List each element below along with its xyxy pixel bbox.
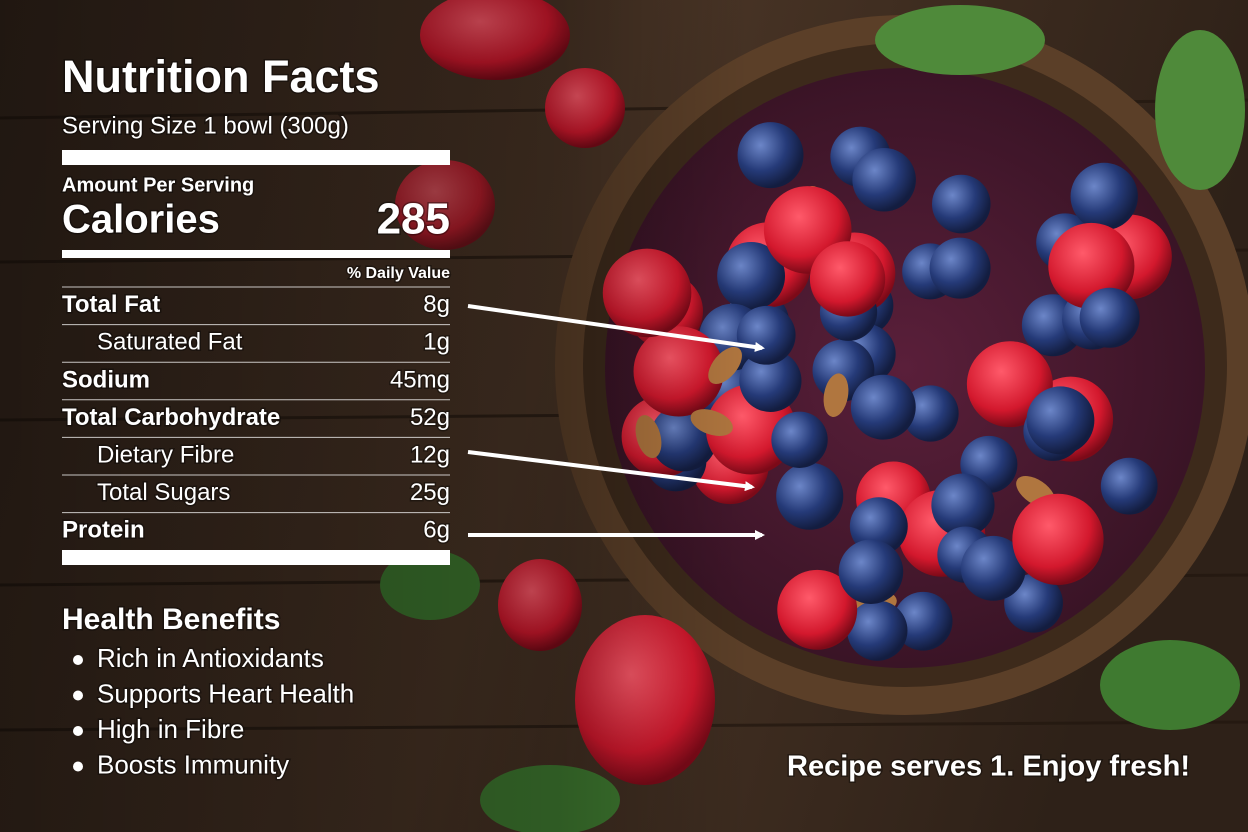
- bullet: [73, 690, 83, 701]
- nutrient-amount: 25g: [410, 479, 450, 506]
- nutrient-name: Total Sugars: [97, 479, 230, 506]
- nutrient-amount: 45mg: [390, 366, 450, 393]
- calories-value: 285: [377, 195, 450, 244]
- calories-label: Calories: [62, 198, 220, 242]
- benefit-item: Rich in Antioxidants: [97, 643, 324, 673]
- amount-per-serving: Amount Per Serving: [62, 174, 254, 196]
- nutrient-name: Sodium: [62, 366, 150, 393]
- benefit-item: Supports Heart Health: [97, 678, 354, 708]
- nutrient-amount: 1g: [423, 329, 450, 356]
- nutrient-name: Total Fat: [62, 291, 160, 318]
- nutrient-rows: Total Fat 8g Saturated Fat 1g Sodium 45mg Tota…: [61, 290, 452, 546]
- arrow: [467, 304, 765, 352]
- nutrient-amount: 12g: [410, 442, 450, 469]
- serving-size: Serving Size 1 bowl (300g): [62, 112, 349, 139]
- nutrient-amount: 8g: [423, 291, 450, 318]
- nutrient-name: Dietary Fibre: [97, 442, 234, 469]
- daily-value-header: % Daily Value: [347, 265, 450, 282]
- benefit-item: High in Fibre: [97, 714, 244, 744]
- title: Nutrition Facts: [62, 51, 380, 102]
- nutrition-panel: Nutrition Facts Serving Size 1 bowl (300…: [61, 49, 765, 565]
- nutrient-amount: 6g: [423, 517, 450, 544]
- nutrient-name: Saturated Fat: [97, 329, 243, 356]
- bullet: [73, 655, 83, 665]
- nutrient-name: Total Carbohydrate: [62, 404, 280, 431]
- footer: Recipe serves 1. Enjoy fresh!: [787, 751, 1190, 783]
- arrows: [467, 304, 765, 540]
- thick-rule: [62, 550, 450, 565]
- benefits-title: Health Benefits: [62, 603, 280, 636]
- benefit-item: Boosts Immunity: [97, 749, 289, 779]
- thick-rule: [62, 150, 450, 165]
- nutrient-name: Protein: [62, 517, 145, 544]
- medium-rule: [62, 250, 450, 258]
- health-benefits: Health Benefits Rich in Antioxidants Supp…: [61, 601, 356, 780]
- bullet: [73, 761, 83, 772]
- bullet: [73, 726, 83, 736]
- arrow: [467, 450, 755, 492]
- nutrient-amount: 52g: [410, 404, 450, 431]
